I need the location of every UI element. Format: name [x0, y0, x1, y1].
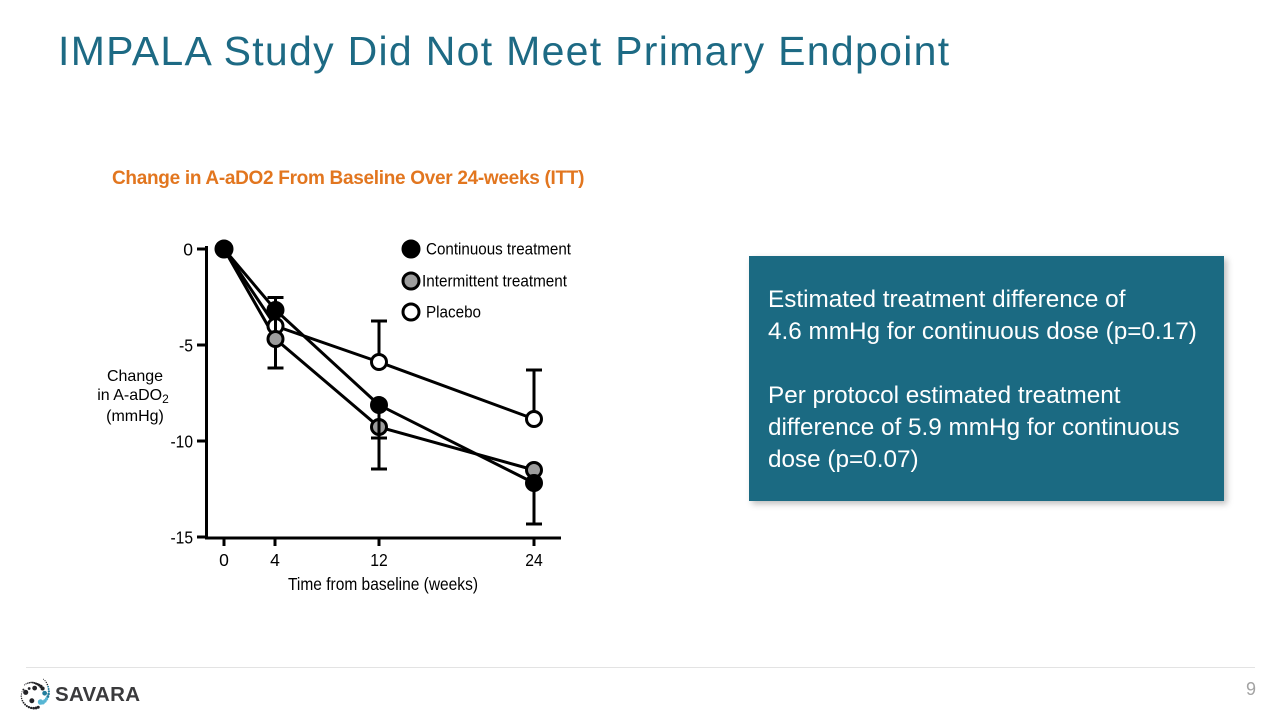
svg-text:24: 24	[525, 550, 543, 570]
svg-text:-10: -10	[171, 432, 194, 452]
svg-text:(mmHg): (mmHg)	[106, 408, 164, 425]
svg-text:-15: -15	[171, 528, 194, 548]
svg-text:Placebo: Placebo	[426, 304, 481, 322]
svg-text:4: 4	[270, 550, 280, 570]
svg-text:Time from baseline (weeks): Time from baseline (weeks)	[288, 574, 478, 594]
svg-text:Change: Change	[107, 368, 163, 385]
svg-text:Continuous treatment: Continuous treatment	[426, 241, 571, 259]
svg-text:12: 12	[370, 550, 388, 570]
svg-text:0: 0	[183, 240, 193, 260]
svg-text:0: 0	[219, 550, 229, 570]
svg-text:-5: -5	[179, 336, 193, 356]
svg-text:in A-aDO2: in A-aDO2	[97, 387, 169, 406]
svg-text:Intermittent treatment: Intermittent treatment	[422, 273, 567, 291]
